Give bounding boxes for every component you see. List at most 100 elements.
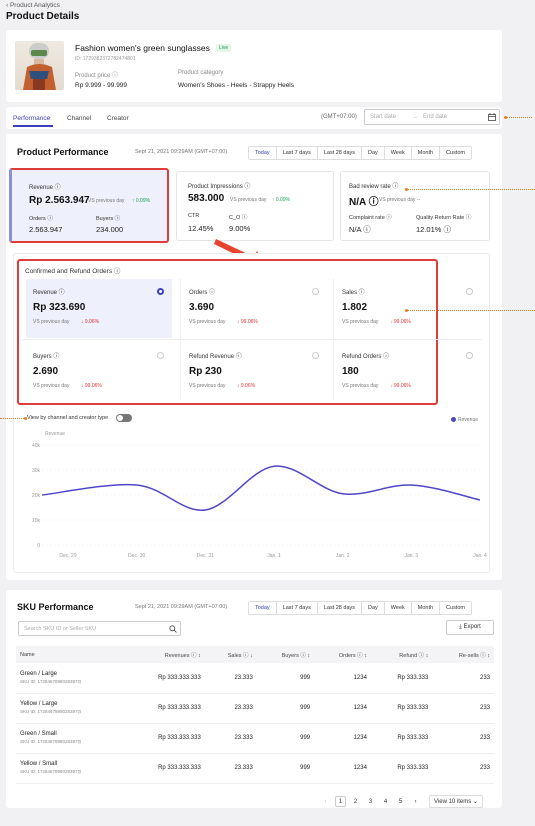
price-value: Rp 9.999 - 99.999 (75, 82, 128, 89)
cell-resells: 233 (432, 663, 494, 694)
date-range-picker[interactable]: Start date → End date (364, 109, 500, 125)
sku-search-input[interactable]: Search SKU ID or Seller SKU (18, 621, 181, 636)
search-icon[interactable] (169, 625, 177, 633)
performance-title: Product Performance (17, 147, 109, 157)
radio-icon[interactable] (466, 288, 473, 295)
sku-performance-card: SKU Performance Sept 21, 2021 09:29AM (G… (6, 590, 502, 808)
sku-name: Green / Large (20, 670, 58, 677)
col-sales[interactable]: Sales ⓘ ↓ (204, 646, 257, 663)
cell-label: Orders ⓘ (189, 290, 216, 296)
export-button[interactable]: ⤓ Export (446, 620, 494, 635)
impressions-metric-card[interactable]: Product Impressions ⓘ 583.000 VS previou… (176, 171, 334, 241)
start-date[interactable]: Start date (370, 114, 397, 120)
col-revenues[interactable]: Revenues ⓘ ↕ (125, 646, 205, 663)
cell-refund: Rp 333.333 (370, 753, 433, 784)
return-value: 12.01% ⓘ (416, 225, 452, 234)
bad-review-metric-card[interactable]: Bad review rate ⓘ N/A ⓘ VS previous day … (340, 171, 490, 241)
tab-creator[interactable]: Creator (107, 115, 129, 122)
orders-cell-refund-revenue[interactable]: Refund Revenue ⓘ Rp 230 VS previous day … (180, 341, 326, 400)
price-label: Product price ⓘ (75, 73, 119, 79)
radio-icon[interactable] (466, 352, 473, 359)
cell-orders: 1234 (314, 663, 371, 694)
col-refund[interactable]: Refund ⓘ ↕ (370, 646, 433, 663)
sku-id[interactable]: SKU ID: 1728467898028397⊡ (20, 678, 82, 684)
product-image (15, 41, 64, 90)
x-tick-label: Jan. 3 (405, 553, 419, 559)
col-name[interactable]: Name (16, 646, 126, 663)
view-by-toggle[interactable] (116, 414, 132, 422)
tab-performance[interactable]: Performance (13, 115, 51, 122)
breadcrumb[interactable]: ‹ Product Analytics (6, 2, 60, 9)
cell-change: ↓ 9.06% (237, 383, 256, 389)
buyers-value: 234.000 (96, 225, 124, 234)
radio-icon[interactable] (312, 352, 319, 359)
impressions-change: ↑ 0.09% (272, 197, 291, 203)
cell-buyers: 999 (256, 693, 315, 724)
period-week[interactable]: Week (384, 602, 412, 614)
sku-id[interactable]: SKU ID: 1728467898028397⊡ (20, 709, 82, 714)
period-last-28-days[interactable]: Last 28 days (317, 602, 363, 614)
orders-cell-buyers[interactable]: Buyers ⓘ 2.690 VS previous day ↓ 99.06% (26, 341, 172, 400)
cell-revenue: Rp 333.333.333 (125, 753, 205, 784)
pagination: ‹ 1 2 3 4 5 › View 10 items ⌄ (320, 795, 483, 808)
items-per-page-select[interactable]: View 10 items ⌄ (429, 795, 483, 808)
tab-channel[interactable]: Channel (67, 115, 92, 122)
orders-label: Orders ⓘ (29, 216, 53, 222)
revenue-metric-card[interactable]: Revenue ⓘ Rp 2.563.947 VS previous day ↑… (9, 168, 169, 243)
period-today[interactable]: Today (249, 602, 277, 614)
page-3[interactable]: 3 (368, 799, 373, 805)
sku-id[interactable]: SKU ID: 1728467898028397⊡ (20, 739, 82, 744)
period-week[interactable]: Week (384, 147, 412, 159)
divider (22, 339, 482, 340)
annotation-line (407, 310, 535, 311)
next-page-button[interactable]: › (414, 799, 417, 805)
cell-orders: 1234 (314, 693, 371, 724)
cell-vs: VS previous day (342, 319, 379, 325)
period-last-7-days[interactable]: Last 7 days (276, 147, 318, 159)
sku-id[interactable]: SKU ID: 1728467898028397⊡ (20, 769, 82, 774)
y-tick-label: 40k (32, 443, 41, 449)
col-orders[interactable]: Orders ⓘ ↕ (314, 646, 371, 663)
cell-buyers: 999 (256, 723, 315, 754)
page-5[interactable]: 5 (398, 799, 403, 805)
annotation-dot (504, 115, 507, 119)
period-day[interactable]: Day (362, 147, 385, 159)
radio-icon[interactable] (157, 352, 164, 359)
page-4[interactable]: 4 (383, 799, 388, 805)
status-badge: Live (216, 44, 232, 52)
table-row: Yellow / Large SKU ID: 1728467898028397⊡ … (16, 693, 494, 724)
revenue-label: Revenue ⓘ (29, 185, 61, 191)
period-custom[interactable]: Custom (440, 602, 472, 614)
period-day[interactable]: Day (362, 602, 385, 614)
period-last-7-days[interactable]: Last 7 days (276, 602, 318, 614)
radio-icon[interactable] (312, 288, 319, 295)
calendar-icon[interactable] (488, 113, 496, 121)
period-last-28-days[interactable]: Last 28 days (317, 147, 363, 159)
col-buyers[interactable]: Buyers ⓘ ↕ (256, 646, 315, 663)
page-2[interactable]: 2 (353, 799, 358, 805)
cell-resells: 233 (432, 723, 494, 754)
cell-label: Revenue ⓘ (33, 290, 65, 296)
sku-name: Green / Small (20, 731, 57, 737)
col-resells[interactable]: Re-sells ⓘ ↕ (432, 646, 494, 663)
legend-marker (451, 417, 456, 422)
end-date[interactable]: End date (423, 114, 448, 120)
cell-change: ↓ 9.06% (81, 319, 100, 325)
return-label: Quality Return Rate ⓘ (416, 215, 472, 221)
cell-label: Refund Orders ⓘ (342, 354, 390, 360)
period-month[interactable]: Month (411, 602, 441, 614)
period-month[interactable]: Month (411, 147, 441, 159)
orders-cell-revenue[interactable]: Revenue ⓘ Rp 323.690 VS previous day ↓ 9… (26, 279, 172, 338)
orders-cell-orders[interactable]: Orders ⓘ 3.690 VS previous day ↓ 99.06% (180, 279, 326, 338)
period-today[interactable]: Today (249, 147, 277, 159)
search-placeholder: Search SKU ID or Seller SKU (24, 626, 97, 632)
x-tick-label: Dec. 30 (128, 553, 145, 559)
page-1[interactable]: 1 (335, 796, 346, 807)
prev-page-button[interactable]: ‹ (324, 799, 327, 805)
orders-cell-refund-orders[interactable]: Refund Orders ⓘ 180 VS previous day ↓ 99… (333, 341, 479, 400)
period-custom[interactable]: Custom (440, 147, 472, 159)
product-name: Fashion women's green sunglasses (75, 43, 210, 53)
product-id: ID: 1729382372782474801 (75, 56, 136, 62)
period-selector: Today Last 7 days Last 28 days Day Week … (248, 146, 473, 160)
radio-selected-icon[interactable] (157, 288, 164, 295)
